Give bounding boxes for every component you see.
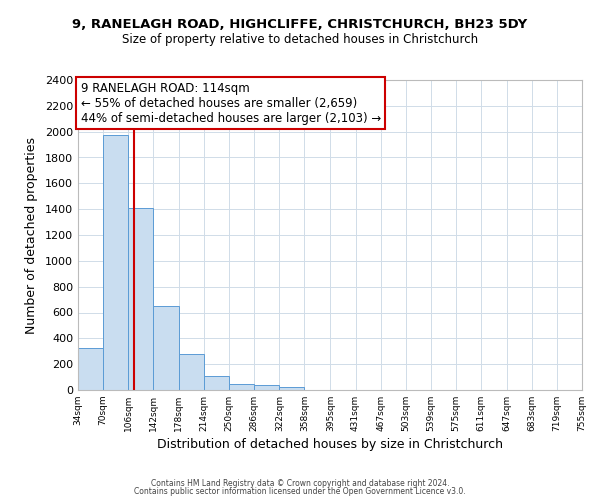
- Text: Size of property relative to detached houses in Christchurch: Size of property relative to detached ho…: [122, 32, 478, 46]
- Bar: [229, 384, 254, 390]
- Text: 9, RANELAGH ROAD, HIGHCLIFFE, CHRISTCHURCH, BH23 5DY: 9, RANELAGH ROAD, HIGHCLIFFE, CHRISTCHUR…: [73, 18, 527, 30]
- Bar: [280, 387, 304, 390]
- Bar: [78, 348, 103, 390]
- Bar: [254, 386, 280, 390]
- Bar: [103, 135, 128, 390]
- Text: Contains public sector information licensed under the Open Government Licence v3: Contains public sector information licen…: [134, 487, 466, 496]
- Bar: [179, 354, 204, 390]
- Text: Contains HM Land Registry data © Crown copyright and database right 2024.: Contains HM Land Registry data © Crown c…: [151, 478, 449, 488]
- Text: 9 RANELAGH ROAD: 114sqm
← 55% of detached houses are smaller (2,659)
44% of semi: 9 RANELAGH ROAD: 114sqm ← 55% of detache…: [80, 82, 381, 124]
- Y-axis label: Number of detached properties: Number of detached properties: [25, 136, 38, 334]
- Bar: [128, 208, 154, 390]
- Bar: [154, 306, 179, 390]
- Bar: [204, 376, 229, 390]
- X-axis label: Distribution of detached houses by size in Christchurch: Distribution of detached houses by size …: [157, 438, 503, 451]
